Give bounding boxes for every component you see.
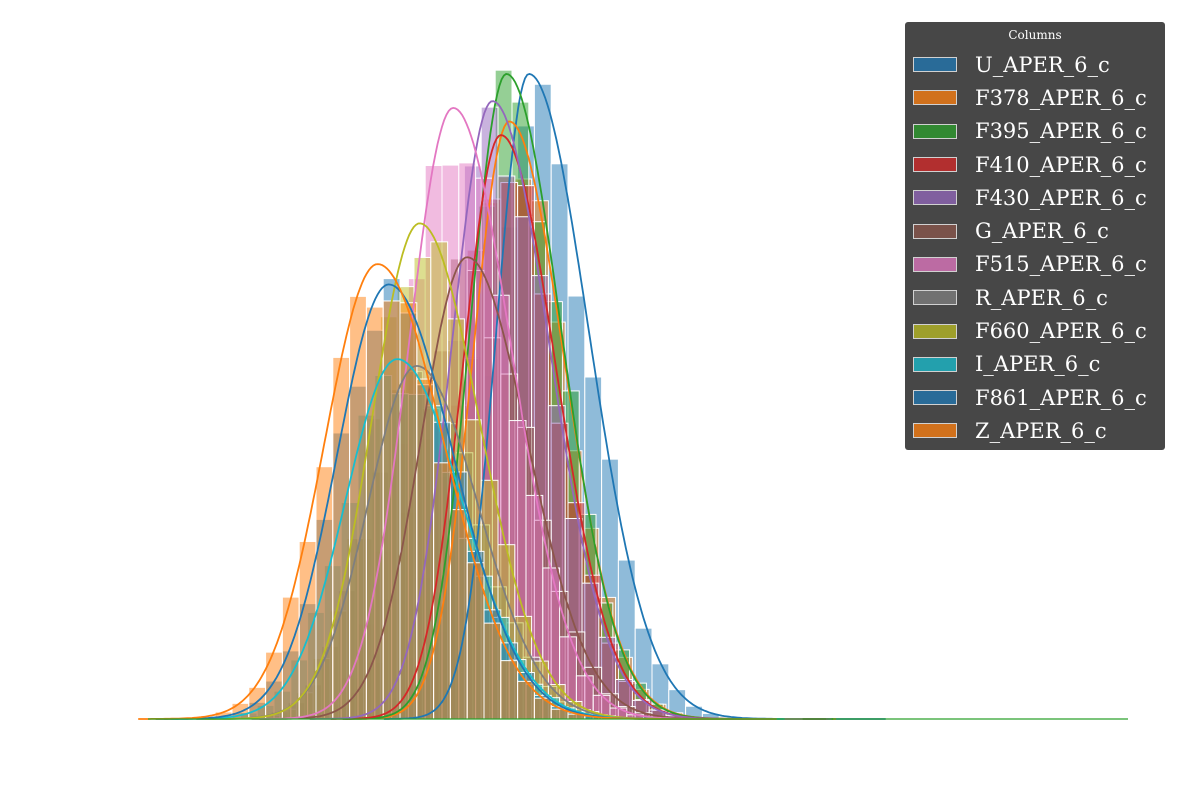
legend-swatch: [913, 356, 957, 372]
legend-item-F430_APER_6_c: F430_APER_6_c: [905, 181, 1165, 214]
legend-swatch: [913, 290, 957, 306]
legend-item-F395_APER_6_c: F395_APER_6_c: [905, 115, 1165, 148]
legend-swatch: [913, 423, 957, 439]
legend-swatch: [913, 323, 957, 339]
legend-swatch: [913, 157, 957, 173]
legend-swatch: [913, 90, 957, 106]
legend-title: Columns: [1008, 28, 1062, 42]
legend-item-F410_APER_6_c: F410_APER_6_c: [905, 148, 1165, 181]
legend-label: R_APER_6_c: [975, 285, 1108, 310]
bars-Z_APER_6_c: [214, 295, 586, 720]
legend-label: F660_APER_6_c: [975, 319, 1147, 344]
histogram-bars: [214, 69, 720, 720]
legend-item-F378_APER_6_c: F378_APER_6_c: [905, 81, 1165, 114]
legend-swatch: [913, 190, 957, 206]
legend-label: F410_APER_6_c: [975, 152, 1147, 177]
legend-item-Z_APER_6_c: Z_APER_6_c: [905, 414, 1165, 447]
legend-label: Z_APER_6_c: [975, 418, 1107, 443]
legend-item-F861_APER_6_c: F861_APER_6_c: [905, 381, 1165, 414]
legend-swatch: [913, 223, 957, 239]
legend: Columns U_APER_6_c F378_APER_6_c F395_APER…: [905, 22, 1165, 450]
legend-swatch: [913, 57, 957, 73]
bar-Z_APER_6_c-20: [500, 660, 519, 720]
legend-item-U_APER_6_c: U_APER_6_c: [905, 48, 1165, 81]
legend-item-F660_APER_6_c: F660_APER_6_c: [905, 314, 1165, 347]
legend-swatch: [913, 123, 957, 139]
legend-label: F430_APER_6_c: [975, 185, 1147, 210]
legend-label: U_APER_6_c: [975, 52, 1110, 77]
kde-curves: [138, 73, 1128, 720]
legend-item-R_APER_6_c: R_APER_6_c: [905, 281, 1165, 314]
legend-items: U_APER_6_c F378_APER_6_c F395_APER_6_c F410…: [905, 48, 1165, 448]
bar-Z_APER_6_c-13: [382, 300, 401, 720]
legend-swatch: [913, 390, 957, 406]
bar-Z_APER_6_c-19: [483, 622, 502, 720]
legend-swatch: [913, 256, 957, 272]
legend-label: F395_APER_6_c: [975, 119, 1147, 144]
legend-label: G_APER_6_c: [975, 219, 1109, 244]
legend-item-I_APER_6_c: I_APER_6_c: [905, 348, 1165, 381]
legend-label: F515_APER_6_c: [975, 252, 1147, 277]
legend-label: F861_APER_6_c: [975, 385, 1147, 410]
legend-item-F515_APER_6_c: F515_APER_6_c: [905, 248, 1165, 281]
legend-label: F378_APER_6_c: [975, 85, 1147, 110]
legend-label: I_APER_6_c: [975, 352, 1101, 377]
bar-Z_APER_6_c-9: [315, 466, 334, 720]
legend-item-G_APER_6_c: G_APER_6_c: [905, 214, 1165, 247]
bar-Z_APER_6_c-10: [332, 356, 351, 720]
